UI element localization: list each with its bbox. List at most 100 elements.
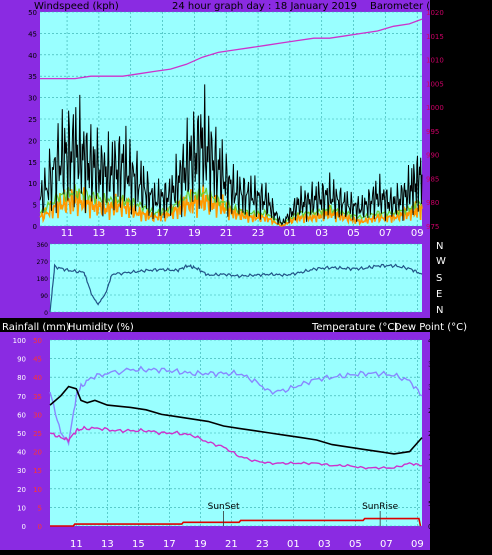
barometer-tick-label: 980: [426, 199, 439, 207]
top-chart-marks: [39, 18, 423, 227]
barometer-tick-label: 1020: [426, 9, 444, 17]
sunset-label: SunSet: [208, 502, 240, 512]
humidity-tick-label: 10: [17, 504, 26, 512]
barometer-tick-label: 985: [426, 175, 439, 183]
temperature-tick-label: 15: [428, 453, 437, 461]
rainfall-tick-label: 5: [38, 504, 42, 512]
humidity-tick-label: 30: [17, 467, 26, 475]
x-tick-label: 03: [318, 539, 331, 550]
rainfall-tick-label: 40: [33, 374, 42, 382]
windspeed-tick-label: 25: [28, 116, 37, 124]
rainfall-series: [50, 517, 422, 527]
rainfall-tick-label: 35: [33, 393, 42, 401]
x-tick-label: 05: [349, 539, 362, 550]
x-tick-label: 15: [124, 228, 137, 239]
x-tick-label: 13: [93, 228, 106, 239]
rainfall-tick-label: 0: [38, 523, 42, 531]
humidity-tick-label: 0: [22, 523, 26, 531]
windspeed-tick-label: 35: [28, 73, 37, 81]
windspeed-tick-label: 0: [33, 223, 37, 231]
barometer-tick-label: 1000: [426, 104, 444, 112]
x-tick-label: 05: [347, 228, 360, 239]
barometer-tick-label: 995: [426, 128, 439, 136]
x-tick-label: 15: [132, 539, 145, 550]
humidity-tick-label: 100: [13, 337, 26, 345]
humidity-tick-label: 20: [17, 486, 26, 494]
direction-grid: [50, 243, 422, 313]
wind-direction-series: [49, 263, 423, 313]
temperature-tick-label: 20: [428, 430, 437, 438]
windspeed-tick-label: 45: [28, 30, 37, 38]
temperature-tick-label: 5: [428, 500, 432, 508]
bottom-grid: [50, 339, 422, 527]
bottom-chart-marks: [49, 365, 423, 527]
compass-label-n-top: N: [436, 241, 443, 252]
direction-tick-label: 270: [37, 259, 49, 266]
x-tick-label: 21: [225, 539, 238, 550]
dewpoint-series: [49, 425, 423, 470]
rainfall-axis-title: Rainfall (mm): [2, 322, 70, 333]
temperature-tick-label: 30: [428, 384, 437, 392]
humidity-axis-title: Humidity (%): [68, 322, 134, 333]
x-tick-label: 21: [220, 228, 233, 239]
windspeed-tick-label: 5: [33, 202, 37, 210]
temperature-tick-label: 10: [428, 477, 437, 485]
temperature-tick-label: 0: [428, 523, 432, 531]
compass-label-e: E: [436, 289, 442, 300]
humidity-tick-label: 50: [17, 430, 26, 438]
windspeed-tick-label: 15: [28, 159, 37, 167]
wind-average-series: [39, 184, 423, 225]
humidity-tick-label: 90: [17, 356, 26, 364]
x-tick-label: 09: [411, 539, 424, 550]
x-tick-label: 07: [380, 539, 393, 550]
barometer-tick-label: 1015: [426, 33, 444, 41]
temperature-tick-label: 40: [428, 337, 437, 345]
barometer-tick-label: 1005: [426, 80, 444, 88]
temperature-tick-label: 25: [428, 407, 437, 415]
direction-tick-label: 90: [40, 293, 48, 300]
humidity-tick-label: 40: [17, 449, 26, 457]
windspeed-tick-label: 50: [28, 9, 37, 17]
direction-tick-label: 180: [37, 276, 49, 283]
temperature-series: [49, 385, 423, 455]
windspeed-tick-label: 30: [28, 95, 37, 103]
rainfall-tick-label: 20: [33, 449, 42, 457]
barometer-tick-label: 1010: [426, 57, 444, 65]
humidity-tick-label: 80: [17, 374, 26, 382]
barometer-series: [40, 18, 423, 80]
rainfall-tick-label: 50: [33, 337, 42, 345]
wind-gust-series: [39, 84, 423, 226]
x-tick-label: 23: [252, 228, 265, 239]
direction-chart-marks: [49, 263, 423, 313]
humidity-tick-label: 60: [17, 411, 26, 419]
direction-tick-label: 360: [37, 242, 49, 249]
barometer-tick-label: 975: [426, 223, 439, 231]
x-tick-label: 07: [379, 228, 392, 239]
x-tick-label: 17: [156, 228, 169, 239]
x-tick-label: 19: [194, 539, 207, 550]
humidity-series: [49, 365, 423, 447]
x-tick-label: 13: [101, 539, 114, 550]
x-tick-label: 23: [256, 539, 269, 550]
windspeed-tick-label: 20: [28, 137, 37, 145]
barometer-axis-title: Barometer (hpa): [370, 1, 453, 12]
chart-title: 24 hour graph day : 18 January 2019: [172, 1, 357, 12]
x-tick-label: 11: [70, 539, 83, 550]
windspeed-tick-label: 40: [28, 52, 37, 60]
compass-label-s: S: [436, 273, 442, 284]
humidity-tick-label: 70: [17, 393, 26, 401]
rainfall-tick-label: 25: [33, 430, 42, 438]
direction-tick-label: 0: [44, 310, 48, 317]
windspeed-axis-title: Windspeed (kph): [34, 1, 119, 12]
x-tick-label: 03: [315, 228, 328, 239]
rainfall-tick-label: 15: [33, 467, 42, 475]
x-tick-label: 17: [163, 539, 176, 550]
windspeed-tick-label: 10: [28, 180, 37, 188]
x-tick-label: 09: [411, 228, 424, 239]
temperature-tick-label: 35: [428, 360, 437, 368]
x-tick-label: 11: [61, 228, 74, 239]
dewpoint-axis-title: Dew Point (°C): [394, 322, 467, 333]
barometer-tick-label: 990: [426, 152, 439, 160]
